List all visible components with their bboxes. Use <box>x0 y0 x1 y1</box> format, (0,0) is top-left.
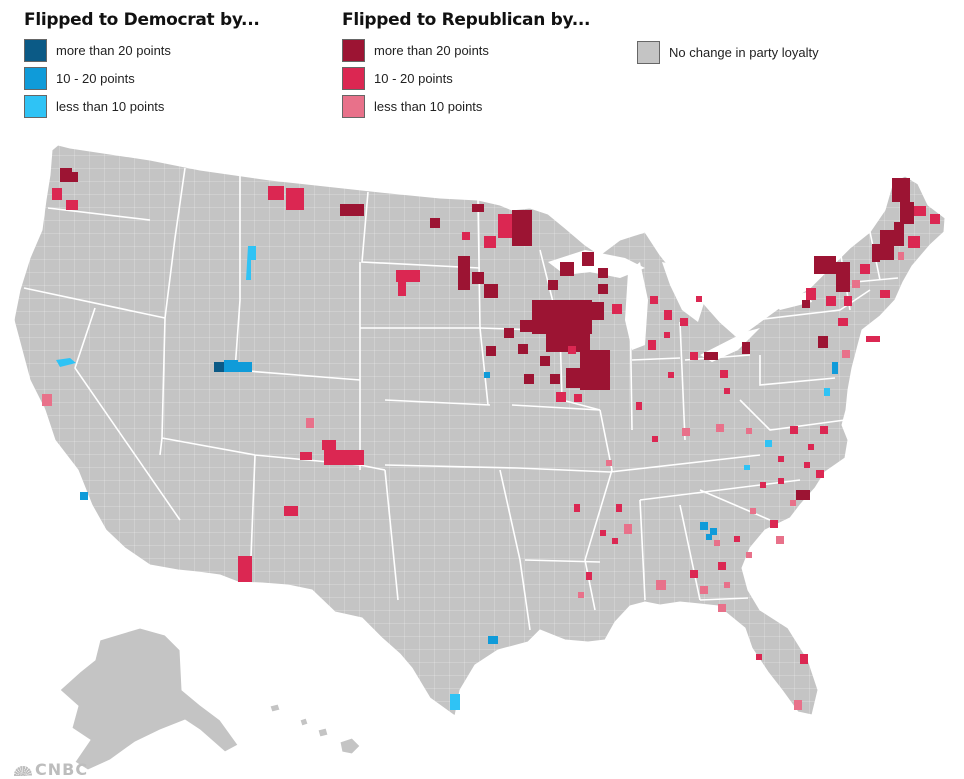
county-rep-20plus-north-carolina <box>796 490 810 500</box>
county-rep-20plus-maine <box>872 178 914 262</box>
county-rep-10to20-washington <box>52 188 78 210</box>
legend-label: No change in party loyalty <box>669 44 819 60</box>
county-rep-10to20-arizona <box>238 556 252 582</box>
legend-label: 10 - 20 points <box>374 70 453 86</box>
county-grid-overlay <box>14 145 945 716</box>
legend-republican: Flipped to Republican by... more than 20… <box>342 10 591 120</box>
county-dem-10to20-utah <box>224 360 252 372</box>
county-rep-10to20-new-york <box>806 288 880 342</box>
county-rep-under10-colorado <box>306 418 314 428</box>
county-rep-10to20-mississippi <box>574 504 622 580</box>
legend-democrat-title: Flipped to Democrat by... <box>24 10 260 30</box>
legend-item-rep-under10: less than 10 points <box>342 92 590 120</box>
county-rep-under10-kentucky <box>682 424 752 436</box>
county-rep-20plus-north-dakota <box>430 204 484 228</box>
swatch-dem-under10 <box>24 94 47 118</box>
county-rep-10to20-colorado <box>300 440 364 465</box>
county-rep-20plus-new-york <box>814 256 850 292</box>
county-dem-under10-tennessee <box>744 465 750 470</box>
county-rep-10to20-new-england <box>860 206 940 298</box>
legend-label: less than 10 points <box>374 98 483 114</box>
county-rep-20plus-iowa-cluster <box>520 284 610 390</box>
county-rep-20plus-montana-east <box>340 204 364 216</box>
legend-label: less than 10 points <box>56 98 165 114</box>
county-dem-10to20-texas <box>488 636 498 644</box>
county-rep-under10-carolinas <box>746 500 796 558</box>
county-dem-under10-south-texas <box>450 694 460 710</box>
county-dem-10to20-illinois <box>484 372 490 378</box>
flipped-counties-republican <box>42 168 940 710</box>
county-dem-10to20-delaware <box>832 362 838 374</box>
county-rep-20plus-minnesota <box>458 210 532 298</box>
us-county-map <box>13 144 946 771</box>
county-dem-20plus-utah <box>214 362 224 372</box>
county-dem-under10-maryland <box>824 388 830 396</box>
county-dem-under10-california <box>56 358 76 367</box>
county-rep-10to20-florida <box>756 654 808 664</box>
county-dem-10to20-socal <box>80 492 88 500</box>
county-rep-20plus-pennsylvania <box>802 300 828 348</box>
hawaii-islands <box>269 703 361 755</box>
county-dem-under10-montana <box>246 246 256 280</box>
county-rep-10to20-minnesota <box>462 214 512 248</box>
county-rep-under10-georgia-alabama <box>656 540 730 612</box>
swatch-dem-20plus <box>24 38 47 62</box>
flipped-counties-democrat <box>56 246 838 710</box>
legend-label: more than 20 points <box>374 42 489 58</box>
legend-item-rep-10to20: 10 - 20 points <box>342 64 590 92</box>
legend-item-no-change: No change in party loyalty <box>637 38 819 66</box>
county-rep-10to20-illinois <box>556 304 622 402</box>
swatch-dem-10to20 <box>24 66 47 90</box>
county-rep-10to20-south-dakota <box>396 270 420 296</box>
legend-item-dem-10to20: 10 - 20 points <box>24 64 260 92</box>
county-rep-10to20-michigan <box>648 296 702 350</box>
swatch-rep-20plus <box>342 38 365 62</box>
county-dem-under10-virginia <box>765 440 772 447</box>
swatch-rep-under10 <box>342 94 365 118</box>
county-rep-20plus-ohio <box>704 342 750 360</box>
legend-democrat: Flipped to Democrat by... more than 20 p… <box>24 10 260 120</box>
legend-label: 10 - 20 points <box>56 70 135 86</box>
county-rep-10to20-new-mexico <box>284 506 298 516</box>
alaska-land <box>59 627 239 771</box>
cnbc-watermark: CNBC <box>14 762 88 778</box>
county-dem-10to20-georgia <box>700 522 717 540</box>
legend-no-change: No change in party loyalty <box>637 38 819 66</box>
county-rep-20plus-washington <box>60 168 78 182</box>
county-rep-10to20-ohio <box>690 352 730 394</box>
watermark-text: CNBC <box>35 760 89 779</box>
county-rep-20plus-wisconsin <box>548 252 608 290</box>
legend-item-dem-20plus: more than 20 points <box>24 36 260 64</box>
county-rep-10to20-montana <box>268 186 304 210</box>
legend-item-rep-20plus: more than 20 points <box>342 36 590 64</box>
county-rep-under10-florida <box>794 700 802 710</box>
swatch-no-change <box>637 40 660 64</box>
peacock-logo-icon <box>14 766 32 776</box>
county-rep-10to20-georgia <box>690 536 740 578</box>
county-rep-20plus-iowa-west <box>486 328 560 384</box>
legend-republican-title: Flipped to Republican by... <box>342 10 591 30</box>
legend-item-dem-under10: less than 10 points <box>24 92 260 120</box>
county-rep-under10-california <box>42 394 52 406</box>
legend-label: more than 20 points <box>56 42 171 58</box>
county-rep-10to20-virginia <box>778 426 828 462</box>
swatch-rep-10to20 <box>342 66 365 90</box>
